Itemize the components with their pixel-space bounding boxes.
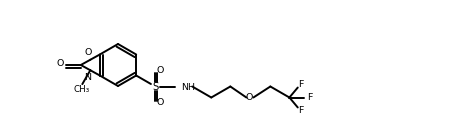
Text: F: F (297, 106, 303, 115)
Text: O: O (245, 93, 252, 102)
Text: NH: NH (181, 83, 195, 92)
Text: F: F (306, 93, 312, 102)
Text: F: F (297, 80, 303, 89)
Text: S: S (152, 82, 158, 92)
Text: O: O (156, 66, 163, 75)
Text: O: O (156, 98, 163, 107)
Text: O: O (56, 60, 63, 68)
Text: N: N (84, 73, 91, 82)
Text: O: O (84, 48, 92, 57)
Text: CH₃: CH₃ (73, 85, 89, 94)
